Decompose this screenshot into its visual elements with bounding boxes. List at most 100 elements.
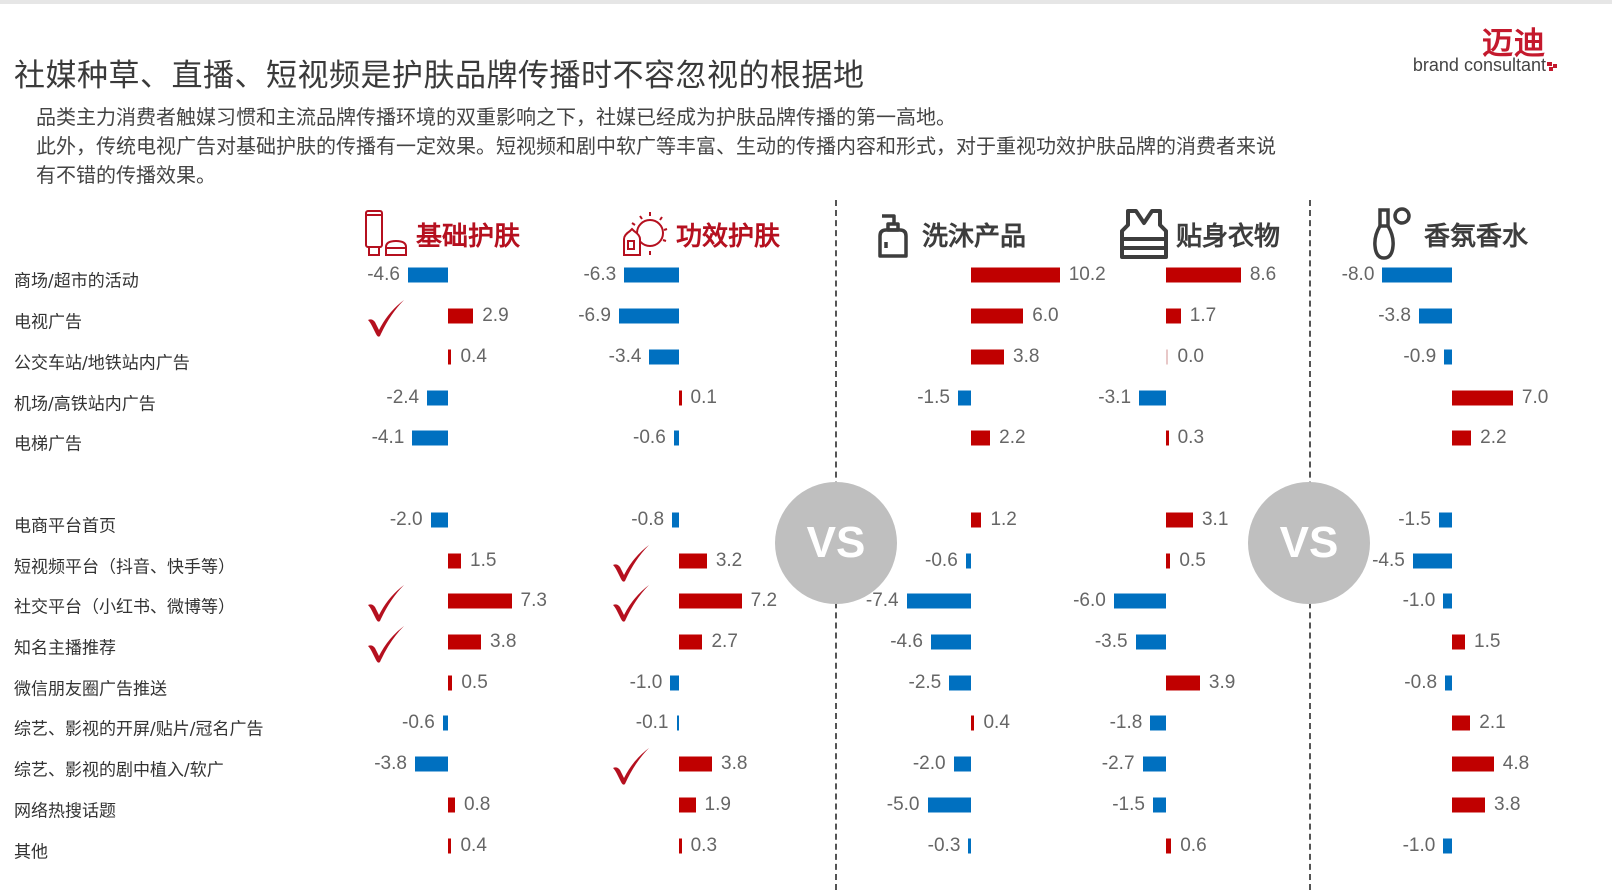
value-label: 0.5 [1179, 550, 1206, 571]
value-label: 2.7 [711, 631, 738, 652]
bar [1166, 430, 1169, 446]
check-mark-icon [368, 300, 404, 337]
column-label: 香氛香水 [1424, 221, 1529, 252]
bar [1139, 390, 1166, 406]
bar [971, 308, 1024, 324]
bar [448, 838, 452, 854]
value-label: -2.4 [386, 387, 420, 408]
row-label: 网络热搜话题 [14, 801, 116, 822]
value-label: -0.6 [925, 550, 958, 571]
value-label: 0.1 [690, 387, 717, 408]
value-label: -8.0 [1341, 264, 1375, 285]
value-label: -2.0 [389, 509, 423, 530]
vs-badge: VS [775, 482, 897, 604]
brand-logo-cn: 迈迪 [1482, 26, 1546, 62]
value-label: -0.8 [631, 509, 665, 530]
value-label: -0.9 [1403, 346, 1437, 367]
bar [1166, 838, 1172, 854]
row-label: 短视频平台（抖音、快手等） [14, 557, 235, 578]
value-label: 3.8 [1013, 346, 1040, 367]
value-label: 1.9 [704, 794, 731, 815]
bar [1452, 756, 1494, 772]
bar [679, 390, 682, 406]
skincare-tube-jar-icon [365, 210, 407, 256]
row-label: 综艺、影视的剧中植入/软广 [14, 760, 224, 781]
value-label: -1.5 [1398, 509, 1431, 530]
bar [1452, 390, 1513, 406]
bar [679, 593, 742, 609]
bar [971, 512, 982, 528]
row-label: 电梯广告 [14, 434, 82, 455]
row-label: 知名主播推荐 [14, 638, 116, 659]
bar [448, 349, 452, 365]
bar [1166, 553, 1171, 569]
bar [971, 267, 1060, 283]
value-label: 1.7 [1189, 305, 1217, 326]
value-label: -6.0 [1073, 590, 1106, 611]
bar [957, 390, 971, 406]
bar [427, 390, 448, 406]
pump-bottle-icon [878, 214, 908, 258]
bar [414, 756, 448, 772]
bar [949, 675, 971, 691]
bar [448, 797, 455, 813]
check-mark-icon [368, 585, 404, 622]
value-label: -0.6 [402, 712, 435, 733]
value-label: -2.0 [912, 753, 946, 774]
subtitle: 品类主力消费者触媒习惯和主流品牌传播环境的双重影响之下，社媒已经成为护肤品牌传播… [36, 103, 1536, 190]
column-header-fragrance: 香氛香水 [1372, 205, 1528, 263]
bar [1412, 553, 1452, 569]
bar [679, 634, 703, 650]
bar [965, 553, 971, 569]
bar [448, 553, 462, 569]
bar [1166, 267, 1241, 283]
brand-logo-en: brand consultant [1412, 55, 1546, 75]
value-label: -1.0 [1402, 835, 1436, 856]
bar [624, 267, 679, 283]
bar [448, 634, 482, 650]
value-label: 2.9 [482, 305, 509, 326]
bar [968, 838, 971, 854]
bar [676, 715, 679, 731]
subtitle-line: 有不错的传播效果。 [36, 163, 216, 187]
bar [679, 756, 713, 772]
bar [1418, 308, 1452, 324]
value-label: -1.5 [917, 387, 950, 408]
bar [679, 838, 682, 854]
bar [1150, 715, 1166, 731]
bar [407, 267, 448, 283]
value-label: -0.3 [927, 835, 961, 856]
vs-badge: VS [1248, 482, 1370, 604]
value-label: -0.1 [635, 712, 669, 733]
perfume-bottle-icon [1373, 207, 1411, 260]
column-label: 洗沐产品 [922, 221, 1027, 252]
value-label: -4.6 [890, 631, 923, 652]
bar [930, 634, 971, 650]
value-label: 4.8 [1502, 753, 1530, 774]
bar [618, 308, 679, 324]
value-label: -3.8 [374, 753, 407, 774]
check-mark-icon [368, 626, 404, 663]
bar [1443, 838, 1452, 854]
row-label: 综艺、影视的开屏/贴片/冠名广告 [14, 719, 264, 740]
bar [412, 430, 448, 446]
value-label: 0.8 [463, 794, 491, 815]
value-label: -0.6 [633, 427, 666, 448]
row-label: 微信朋友圈广告推送 [14, 679, 167, 700]
value-label: 7.3 [520, 590, 547, 611]
value-label: -1.5 [1112, 794, 1145, 815]
column-header-underwear: 贴身衣物 [1118, 205, 1280, 263]
row-label: 机场/高铁站内广告 [14, 394, 156, 415]
value-label: 6.0 [1032, 305, 1059, 326]
bar [673, 430, 679, 446]
row-label: 电视广告 [14, 312, 82, 333]
bar [927, 797, 971, 813]
bar [448, 675, 453, 691]
value-label: -2.5 [908, 672, 942, 693]
value-label: -3.8 [1378, 305, 1411, 326]
bar [1166, 308, 1181, 324]
value-label: 0.3 [1177, 427, 1205, 448]
value-label: 0.4 [460, 835, 487, 856]
value-label: -6.3 [583, 264, 617, 285]
value-label: 3.8 [490, 631, 517, 652]
